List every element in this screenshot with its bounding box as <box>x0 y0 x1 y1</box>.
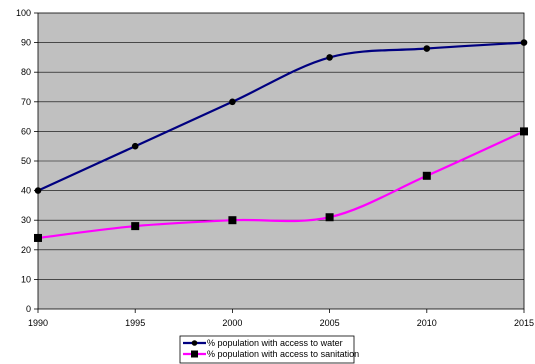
legend-box <box>179 335 355 364</box>
data-point <box>131 142 139 150</box>
series-1 <box>34 127 528 242</box>
data-point <box>326 54 333 61</box>
y-tick-label: 10 <box>21 274 31 284</box>
data-point <box>423 45 431 52</box>
series-line <box>37 130 525 240</box>
y-axis: 0 10 20 30 40 50 60 70 80 90 100 <box>16 8 38 314</box>
y-tick-label: 90 <box>21 38 31 48</box>
data-point <box>520 39 528 46</box>
series-line <box>37 41 525 192</box>
y-tick-label: 30 <box>21 215 31 225</box>
y-tick-label: 40 <box>21 186 31 196</box>
data-point <box>34 187 42 194</box>
y-tick-label: 60 <box>21 126 31 136</box>
data-point <box>520 127 528 136</box>
data-point <box>131 222 140 231</box>
y-tick-label: 100 <box>16 8 31 18</box>
data-point <box>325 213 334 222</box>
legend-label-water: % population with access to water <box>207 338 343 348</box>
legend-item-water: % population with access to water <box>183 338 343 348</box>
x-tick-label: 2010 <box>417 318 437 328</box>
x-tick-label: 2005 <box>320 318 340 328</box>
legend-marker-water <box>191 340 198 346</box>
x-axis: 1990 1995 2000 2005 2010 2015 <box>28 309 534 328</box>
x-tick-label: 1990 <box>28 318 48 328</box>
series-0 <box>34 39 528 194</box>
y-tick-label: 20 <box>21 245 31 255</box>
legend-item-sanitation: % population with access to sanitation <box>183 349 359 359</box>
y-tick-label: 50 <box>21 156 31 166</box>
x-tick-label: 2015 <box>514 318 534 328</box>
data-point <box>34 233 42 242</box>
legend-label-sanitation: % population with access to sanitation <box>207 349 359 359</box>
series-layer <box>34 39 528 242</box>
x-tick-label: 1995 <box>125 318 145 328</box>
y-tick-label: 0 <box>26 304 31 314</box>
x-tick-label: 2000 <box>222 318 242 328</box>
y-tick-label: 70 <box>21 97 31 107</box>
data-point <box>229 98 236 106</box>
legend-marker-sanitation <box>191 350 198 358</box>
legend: % population with access to water % popu… <box>179 335 359 364</box>
data-point <box>228 216 237 225</box>
data-point <box>422 171 431 180</box>
y-tick-label: 80 <box>21 67 31 77</box>
